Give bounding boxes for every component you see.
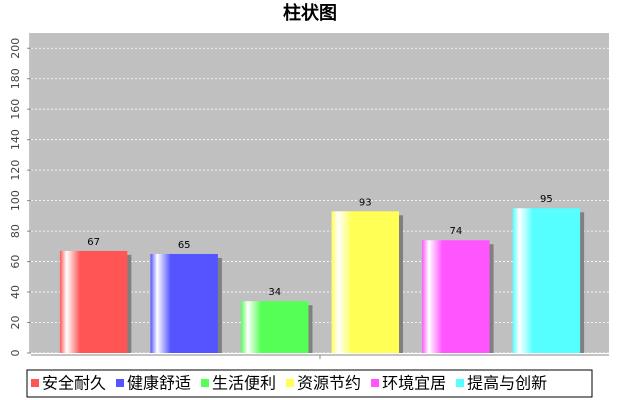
y-tick-label: 80	[9, 224, 22, 238]
legend-swatch	[456, 379, 465, 387]
y-tick-label: 0	[9, 350, 22, 357]
bar	[422, 240, 490, 353]
legend-label: 健康舒适	[127, 374, 191, 393]
legend-swatch	[31, 379, 39, 387]
legend-swatch	[201, 379, 210, 387]
bar	[59, 250, 128, 353]
legend-label: 环境宜居	[382, 374, 446, 393]
bar	[331, 211, 400, 353]
value-label: 65	[178, 240, 191, 251]
y-tick-label: 40	[9, 285, 22, 299]
legend-label: 资源节约	[297, 374, 361, 393]
legend-label: 提高与创新	[467, 374, 547, 393]
y-tick-label: 100	[9, 190, 22, 211]
legend-label: 生活便利	[212, 374, 276, 393]
legend-swatch	[371, 379, 380, 387]
value-label: 67	[87, 237, 100, 248]
value-label: 34	[268, 287, 281, 298]
chart-title: 柱状图	[283, 2, 337, 24]
bar	[241, 301, 309, 353]
bar	[150, 253, 218, 353]
bar	[512, 208, 581, 353]
legend-label: 安全耐久	[42, 374, 106, 393]
y-tick-label: 160	[9, 99, 22, 120]
value-label: 93	[359, 197, 372, 208]
legend-swatch	[116, 379, 125, 387]
y-tick-label: 180	[9, 68, 22, 89]
y-tick-label: 60	[9, 255, 22, 269]
y-tick-label: 140	[9, 129, 22, 150]
value-label: 95	[540, 194, 553, 205]
y-tick-label: 120	[9, 160, 22, 181]
legend-swatch	[286, 379, 295, 387]
value-label: 74	[449, 226, 462, 237]
y-tick-label: 200	[9, 38, 22, 59]
y-tick-label: 20	[9, 316, 22, 330]
